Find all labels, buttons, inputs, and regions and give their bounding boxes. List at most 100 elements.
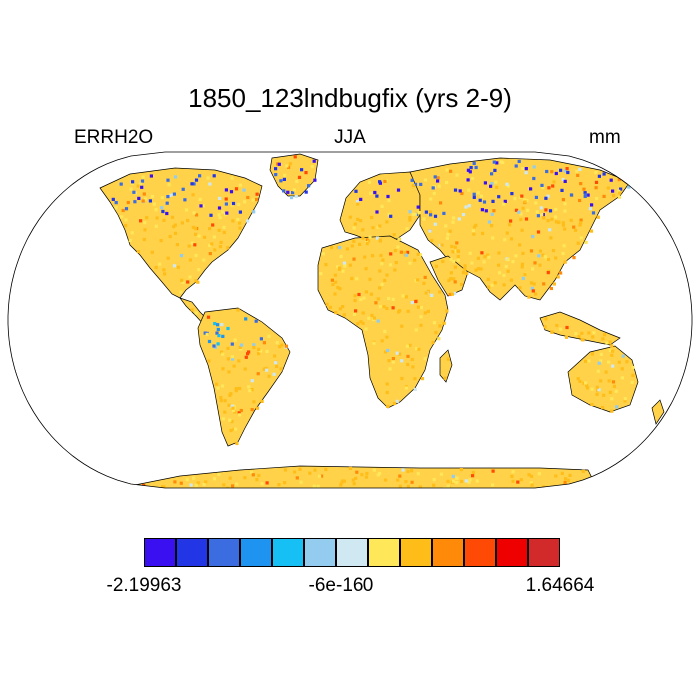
data-cell <box>362 296 366 300</box>
data-cell <box>408 218 412 222</box>
data-cell <box>584 381 588 385</box>
data-cell <box>431 186 435 190</box>
data-cell <box>610 353 614 357</box>
data-cell <box>556 220 560 225</box>
data-cell <box>131 180 135 184</box>
data-cell <box>351 478 355 482</box>
data-cell <box>124 218 128 222</box>
data-cell <box>314 498 317 501</box>
data-cell <box>531 502 534 505</box>
data-cell <box>217 228 221 232</box>
data-cell <box>252 400 256 404</box>
data-cell <box>141 199 145 203</box>
data-cell <box>226 326 230 331</box>
data-cell <box>218 196 222 200</box>
data-cell <box>317 474 322 478</box>
data-cell <box>559 168 563 172</box>
data-cell <box>119 182 123 186</box>
data-cell <box>506 269 510 273</box>
data-cell <box>492 209 496 213</box>
data-cell <box>429 197 433 201</box>
data-cell <box>165 201 169 205</box>
data-cell <box>308 471 312 475</box>
data-cell <box>532 176 536 181</box>
data-cell <box>188 275 192 279</box>
data-cell <box>420 377 425 381</box>
data-cell <box>433 214 438 218</box>
data-cell <box>446 232 450 236</box>
data-cell <box>364 327 368 331</box>
data-cell <box>383 278 387 282</box>
data-cell <box>168 234 172 239</box>
data-cell <box>359 298 363 302</box>
data-cell <box>172 192 176 196</box>
data-cell <box>520 194 524 198</box>
data-cell <box>194 311 198 315</box>
data-cell <box>394 261 398 265</box>
data-cell <box>179 254 184 258</box>
data-cell <box>401 294 405 298</box>
data-cell <box>264 499 267 502</box>
data-cell <box>252 345 256 350</box>
data-cell <box>497 251 501 255</box>
data-cell <box>428 229 432 233</box>
data-cell <box>250 388 254 392</box>
data-cell <box>414 299 418 304</box>
data-cell <box>464 479 468 483</box>
data-cell <box>230 419 234 424</box>
data-cell <box>474 165 478 170</box>
data-cell <box>617 178 621 182</box>
data-cell <box>163 272 167 276</box>
data-cell <box>232 504 235 507</box>
data-cell <box>380 339 384 343</box>
data-cell <box>460 479 464 484</box>
data-cell <box>337 266 342 270</box>
data-cell <box>354 309 358 313</box>
data-cell <box>416 252 420 256</box>
data-cell <box>369 191 373 195</box>
data-cell <box>433 222 437 226</box>
data-cell <box>221 367 225 371</box>
data-cell <box>286 190 290 194</box>
data-cell <box>385 335 389 339</box>
data-cell <box>283 468 287 472</box>
data-cell <box>143 228 147 232</box>
data-cells <box>111 155 635 507</box>
data-cell <box>592 331 596 335</box>
data-cell <box>404 386 408 390</box>
data-cell <box>244 489 247 492</box>
data-cell <box>142 237 146 242</box>
data-cell <box>415 347 419 351</box>
data-cell <box>566 170 570 175</box>
data-cell <box>610 397 614 401</box>
data-cell <box>437 184 441 188</box>
data-cell <box>262 341 266 345</box>
data-cell <box>283 481 287 485</box>
data-cell <box>393 401 397 406</box>
data-cell <box>151 498 154 501</box>
data-cell <box>226 486 230 488</box>
data-cell <box>405 250 410 254</box>
data-cell <box>550 170 554 174</box>
data-cell <box>476 267 480 271</box>
continent-north-america <box>99 167 263 299</box>
data-cell <box>264 366 268 371</box>
data-cell <box>426 309 430 313</box>
colorbar-swatch <box>336 538 368 567</box>
data-cell <box>290 196 294 200</box>
data-cell <box>228 418 232 422</box>
data-cell <box>358 501 361 504</box>
data-cell <box>190 308 194 312</box>
data-cell <box>590 495 593 498</box>
data-cell <box>490 182 494 186</box>
data-cell <box>372 341 376 345</box>
data-cell <box>387 198 391 203</box>
data-cell <box>434 264 438 268</box>
data-cell <box>353 294 357 298</box>
data-cell <box>233 338 237 342</box>
data-cell <box>479 194 484 198</box>
data-cell <box>367 499 370 502</box>
data-cell <box>236 308 240 312</box>
data-cell <box>611 364 615 368</box>
data-cell <box>245 491 248 494</box>
